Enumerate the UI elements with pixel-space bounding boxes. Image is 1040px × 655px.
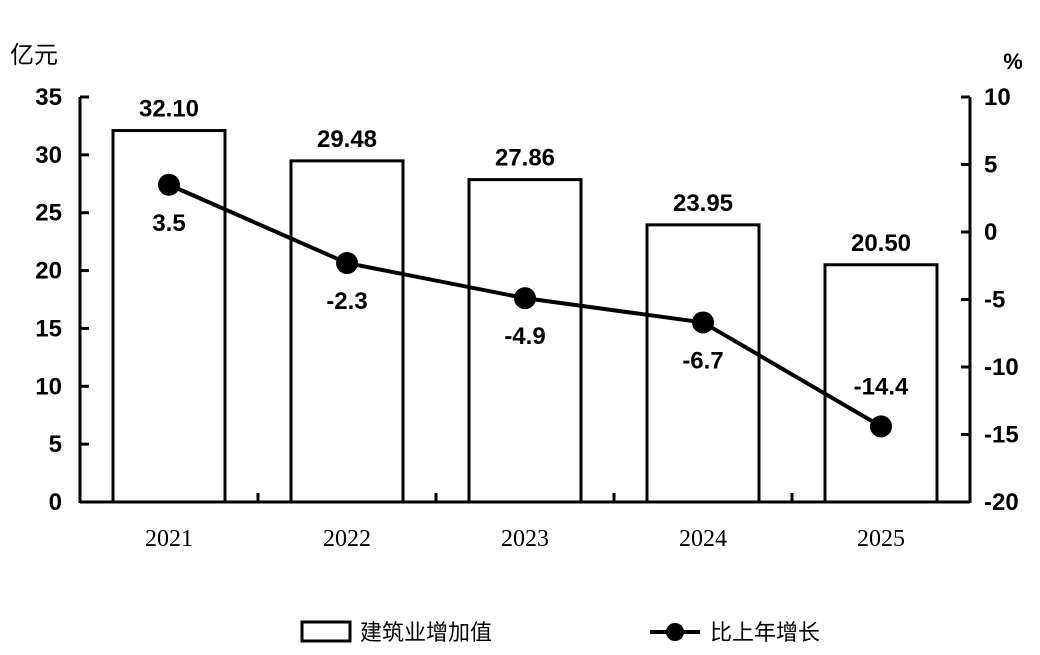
right-tick-label--20: -20	[984, 489, 1019, 516]
right-tick-label--10: -10	[984, 354, 1019, 381]
right-tick-label--15: -15	[984, 422, 1019, 449]
legend-bar-swatch	[300, 620, 352, 643]
right-tick-label-10: 10	[984, 84, 1011, 111]
legend-line-label: 比上年增长	[710, 621, 820, 646]
axes: 0 5 10 15 20 25 30 35 -20 -15 -10 -5 0 5 10	[35, 84, 1018, 516]
growth-point-2021	[158, 173, 180, 196]
growth-point-2024	[692, 311, 714, 334]
bar-label-2021: 32.10	[139, 96, 199, 123]
growth-label-2023: -4.9	[504, 323, 545, 350]
growth-label-2025: -14.4	[854, 373, 909, 400]
growth-label-2024: -6.7	[682, 347, 723, 374]
x-label-2022: 2022	[323, 526, 371, 552]
line-series: 3.5 -2.3 -4.9 -6.7 -14.4	[152, 173, 909, 438]
bar-label-2023: 27.86	[495, 145, 555, 172]
left-tick-label-30: 30	[35, 142, 62, 169]
bar-label-2024: 23.95	[673, 190, 733, 217]
left-tick-label-20: 20	[35, 258, 62, 285]
bar-label-2025: 20.50	[851, 230, 911, 257]
right-axis-unit: %	[1003, 49, 1023, 74]
bar-2022	[289, 159, 405, 504]
x-label-2024: 2024	[679, 526, 727, 552]
legend-bar-label: 建筑业增加值	[360, 621, 492, 646]
legend-line-marker	[666, 623, 684, 641]
growth-label-2022: -2.3	[326, 288, 367, 315]
legend: 建筑业增加值 比上年增长	[300, 620, 820, 646]
x-label-2025: 2025	[857, 526, 905, 552]
left-axis-unit-label: 亿元	[10, 41, 58, 69]
left-tick-label-5: 5	[49, 431, 62, 458]
x-label-2023: 2023	[501, 526, 549, 552]
bar-2023	[467, 178, 583, 504]
x-axis-labels: 2021 2022 2023 2024 2025	[145, 526, 905, 552]
left-tick-label-35: 35	[35, 84, 62, 111]
right-tick-label-0: 0	[984, 219, 997, 246]
left-tick-label-15: 15	[35, 315, 62, 342]
x-label-2021: 2021	[145, 526, 193, 552]
right-tick-label-5: 5	[984, 152, 997, 179]
left-tick-label-10: 10	[35, 373, 62, 400]
growth-point-2023	[514, 287, 536, 310]
left-tick-label-25: 25	[35, 200, 62, 227]
growth-point-2022	[336, 252, 358, 275]
growth-label-2021: 3.5	[152, 210, 185, 237]
growth-point-2025	[870, 415, 892, 438]
left-axis-unit: 亿元	[10, 41, 58, 69]
bar-series: 32.10 29.48 27.86 23.95 20.50	[111, 96, 939, 504]
right-axis-unit-label: %	[1003, 49, 1023, 74]
right-tick-label--5: -5	[984, 287, 1005, 314]
bar-label-2022: 29.48	[317, 126, 377, 153]
left-tick-label-0: 0	[49, 489, 62, 516]
